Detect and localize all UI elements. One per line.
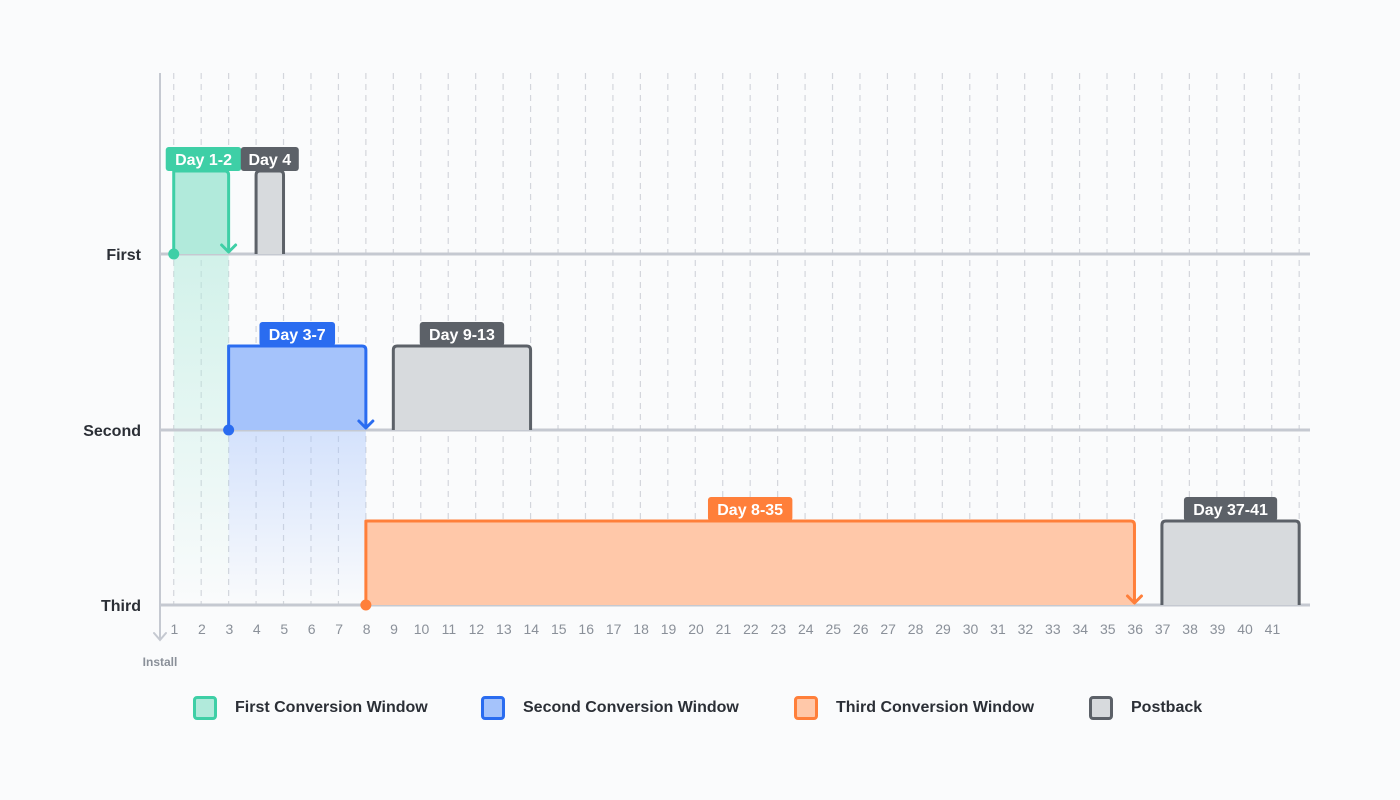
window-badge (240, 147, 299, 171)
install-label: Install (143, 655, 178, 669)
window-outline (364, 519, 1136, 605)
legend-item-second: Second Conversion Window (481, 688, 739, 728)
day-tick-label: 37 (1155, 621, 1171, 637)
window-fill (365, 521, 1135, 605)
window-badge-label: Day 1-2 (175, 152, 232, 169)
day-tick-label: 12 (469, 621, 485, 637)
window-end-arrow-icon (220, 243, 238, 254)
day-tick-label: 2 (198, 621, 206, 637)
day-tick-label: 1 (171, 621, 179, 637)
day-tick-label: 20 (688, 621, 704, 637)
legend-item-first: First Conversion Window (193, 688, 428, 728)
window-badge-label: Day 8-35 (717, 502, 783, 519)
postback-shape (1160, 519, 1301, 605)
window-fill (228, 346, 366, 430)
legend-label: Third Conversion Window (836, 699, 1035, 716)
day-tick-label: 40 (1237, 621, 1253, 637)
window-start-dot (223, 424, 235, 436)
first-window-bar: Day 1-2 (165, 147, 242, 260)
third-window-bar: Day 8-35 (360, 497, 1143, 611)
second-window-trail (228, 430, 366, 605)
window-badge-label: Day 3-7 (269, 327, 326, 344)
window-badge-label: Day 4 (248, 152, 291, 169)
day-tick-label: 26 (853, 621, 869, 637)
window-start-dot (360, 599, 372, 611)
postback-window-bar: Day 9-13 (391, 322, 533, 430)
legend-item-third: Third Conversion Window (794, 688, 1034, 728)
window-badge-label: Day 9-13 (429, 327, 495, 344)
day-tick-label: 18 (633, 621, 649, 637)
day-tick-label: 35 (1100, 621, 1116, 637)
window-badge (259, 322, 336, 346)
day-tick-label: 29 (935, 621, 951, 637)
day-tick-label: 34 (1073, 621, 1089, 637)
window-badge (1183, 497, 1278, 521)
day-tick-label: 3 (225, 621, 233, 637)
day-tick-label: 24 (798, 621, 814, 637)
window-badge (707, 497, 793, 521)
day-tick-label: 22 (743, 621, 759, 637)
day-tick-label: 33 (1045, 621, 1061, 637)
day-tick-label: 27 (880, 621, 896, 637)
axis-arrow-icon (153, 632, 167, 642)
third-window-swatch (794, 696, 818, 720)
legend: First Conversion Window Second Conversio… (0, 688, 1400, 728)
row-label: Third (101, 598, 141, 615)
day-tick-label: 32 (1018, 621, 1034, 637)
window-badge-label: Day 37-41 (1193, 502, 1268, 519)
timeline-chart: Install First Second Third Day 1-2 Day 4 Day… (83, 73, 1310, 669)
day-tick-label: 30 (963, 621, 979, 637)
window-badge (419, 322, 505, 346)
window-badge (165, 147, 242, 171)
day-tick-label: 25 (825, 621, 841, 637)
second-window-bar: Day 3-7 (223, 322, 375, 436)
window-start-dot (168, 248, 180, 260)
legend-item-postback: Postback (1089, 688, 1202, 728)
row-label: Second (83, 423, 141, 440)
day-tick-label: 19 (661, 621, 677, 637)
day-tick-label: 14 (524, 621, 540, 637)
legend-label: Second Conversion Window (523, 699, 739, 716)
day-tick-label: 28 (908, 621, 924, 637)
window-end-arrow-icon (357, 419, 375, 430)
postback-shape (254, 169, 286, 254)
day-tick-label: 10 (414, 621, 430, 637)
day-tick-label: 6 (308, 621, 316, 637)
day-tick-label: 23 (771, 621, 787, 637)
legend-label: Postback (1131, 699, 1203, 716)
postback-window-bar: Day 37-41 (1160, 497, 1301, 605)
day-tick-label: 21 (716, 621, 732, 637)
day-tick-label: 8 (363, 621, 371, 637)
legend-label: First Conversion Window (235, 699, 428, 716)
postback-shape (391, 344, 533, 430)
day-tick-label: 11 (442, 621, 457, 637)
day-tick-label: 16 (578, 621, 594, 637)
day-tick-label: 9 (390, 621, 398, 637)
day-tick-label: 5 (280, 621, 288, 637)
day-tick-label: 13 (496, 621, 512, 637)
day-tick-label: 41 (1265, 621, 1281, 637)
second-window-swatch (481, 696, 505, 720)
day-tick-label: 4 (253, 621, 261, 637)
row-label: First (106, 247, 141, 264)
window-end-arrow-icon (1125, 594, 1143, 605)
day-tick-label: 31 (990, 621, 1006, 637)
postback-window-bar: Day 4 (240, 147, 299, 254)
day-tick-label: 17 (606, 621, 622, 637)
day-tick-label: 36 (1127, 621, 1143, 637)
day-tick-label: 15 (551, 621, 567, 637)
day-tick-label: 38 (1182, 621, 1198, 637)
first-window-swatch (193, 696, 217, 720)
day-tick-label: 7 (335, 621, 343, 637)
window-fill (173, 171, 229, 254)
postback-swatch (1089, 696, 1113, 720)
day-tick-label: 39 (1210, 621, 1226, 637)
window-outline (227, 344, 368, 430)
